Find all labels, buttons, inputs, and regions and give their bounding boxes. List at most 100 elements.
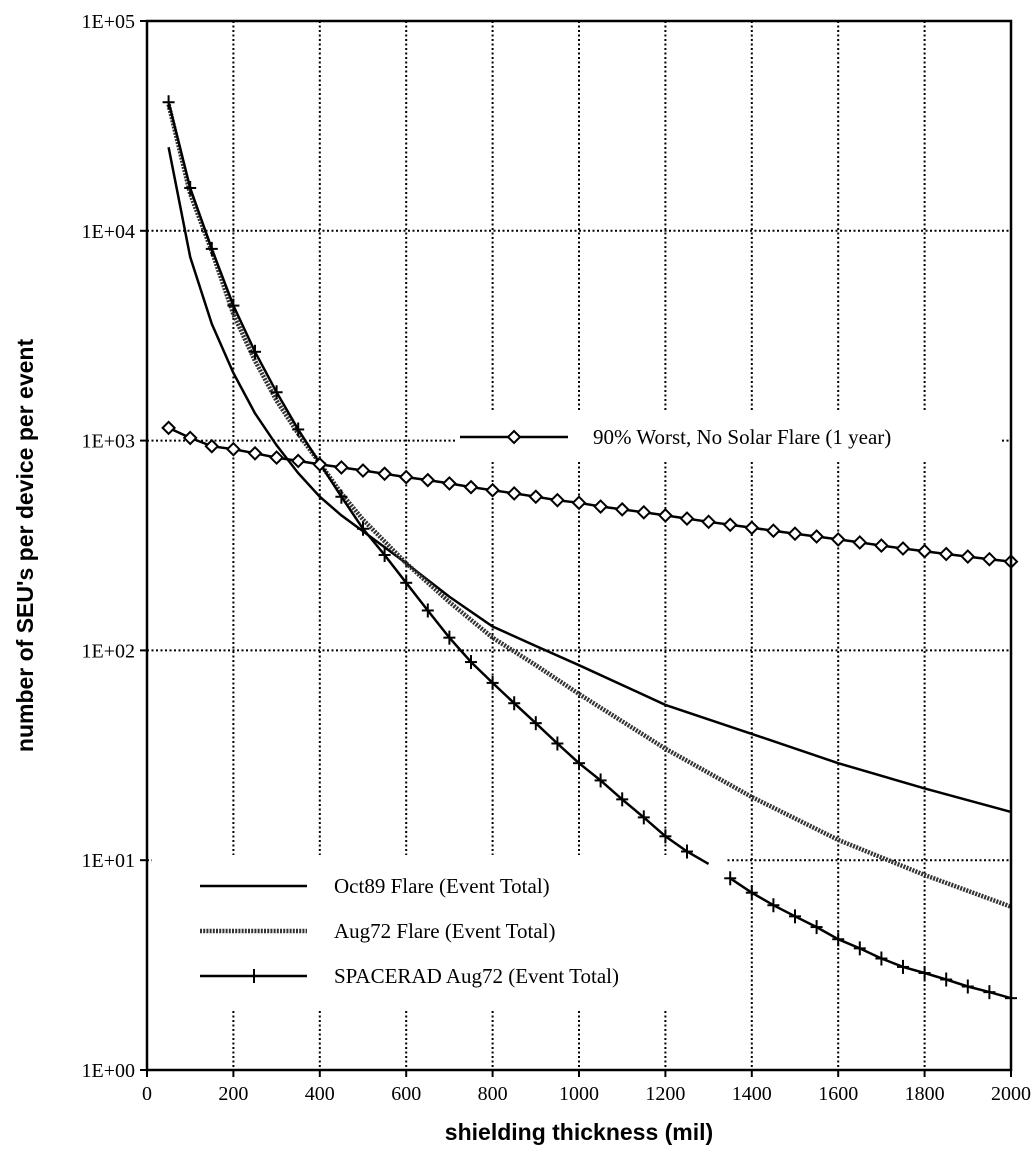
data-point-diamond xyxy=(333,460,349,475)
x-tick-label: 1200 xyxy=(645,1083,685,1105)
data-point-diamond xyxy=(528,489,544,505)
data-point-plus xyxy=(270,385,283,400)
data-point-plus xyxy=(681,844,693,859)
data-point-plus xyxy=(184,180,197,195)
legend-label: Aug72 Flare (Event Total) xyxy=(334,919,556,943)
data-point-plus xyxy=(249,344,261,359)
data-point-diamond xyxy=(960,549,976,565)
data-point-diamond xyxy=(873,538,889,553)
data-point-plus xyxy=(983,985,996,1000)
data-point-plus xyxy=(637,810,650,825)
y-tick-label: 1E+00 xyxy=(82,1060,136,1082)
y-tick-label: 1E+03 xyxy=(82,431,136,453)
data-point-plus xyxy=(486,675,499,690)
data-point-diamond xyxy=(549,492,565,508)
data-point-plus xyxy=(400,575,413,590)
legend-diamond-icon xyxy=(506,429,522,445)
legend-entry-2: SPACERAD Aug72 (Event Total) xyxy=(200,964,619,988)
data-point-plus xyxy=(918,965,931,980)
data-point-diamond xyxy=(744,520,760,536)
legend-entry-inline: 90% Worst, No Solar Flare (1 year) xyxy=(460,425,891,449)
data-point-plus xyxy=(529,716,542,731)
legend-label: SPACERAD Aug72 (Event Total) xyxy=(334,964,619,988)
x-tick-label: 400 xyxy=(305,1083,335,1105)
data-point-plus xyxy=(594,773,607,788)
data-point-diamond xyxy=(852,535,868,550)
data-point-plus xyxy=(832,932,845,947)
data-point-plus xyxy=(789,909,801,924)
data-point-plus xyxy=(659,829,672,844)
data-point-plus xyxy=(421,603,434,618)
data-point-diamond xyxy=(679,511,695,526)
data-point-plus xyxy=(465,655,477,670)
data-point-diamond xyxy=(182,430,198,446)
data-point-diamond xyxy=(614,501,630,517)
data-point-plus xyxy=(897,959,909,974)
series-3 xyxy=(161,420,1019,570)
data-point-diamond xyxy=(290,453,306,469)
data-point-plus xyxy=(810,920,823,935)
series-2 xyxy=(162,95,1017,1006)
series-line xyxy=(166,103,1012,909)
legend-label: Oct89 Flare (Event Total) xyxy=(334,874,550,898)
data-point-diamond xyxy=(636,504,652,520)
data-point-plus xyxy=(335,489,348,504)
legend-label: 90% Worst, No Solar Flare (1 year) xyxy=(593,425,891,449)
data-point-plus xyxy=(357,521,369,536)
data-point-diamond xyxy=(355,463,371,478)
data-point-diamond xyxy=(463,479,479,495)
data-point-plus xyxy=(875,951,888,966)
x-tick-label: 800 xyxy=(478,1083,508,1105)
data-point-plus xyxy=(292,422,305,437)
data-point-diamond xyxy=(312,456,328,472)
x-tick-label: 1600 xyxy=(818,1083,858,1105)
series-0 xyxy=(167,147,1012,814)
series-layer xyxy=(161,95,1019,1006)
data-point-diamond xyxy=(398,469,414,485)
legend-entry-1: Aug72 Flare (Event Total) xyxy=(200,919,556,943)
data-point-diamond xyxy=(787,526,803,542)
series-line xyxy=(168,426,1012,563)
data-point-plus xyxy=(227,298,240,313)
data-point-diamond xyxy=(917,543,933,559)
data-point-diamond xyxy=(895,541,911,556)
data-point-diamond xyxy=(657,507,673,523)
data-point-diamond xyxy=(420,472,436,488)
series-line xyxy=(167,101,710,865)
y-tick-label: 1E+02 xyxy=(82,640,136,662)
data-point-plus xyxy=(162,95,175,110)
data-point-diamond xyxy=(485,482,501,498)
data-point-plus xyxy=(853,941,866,956)
x-tick-label: 1800 xyxy=(905,1083,945,1105)
y-axis-title: number of SEU's per device per event xyxy=(12,339,38,753)
data-point-plus xyxy=(724,871,737,886)
data-point-diamond xyxy=(377,466,393,482)
data-point-diamond xyxy=(701,514,717,530)
data-point-diamond xyxy=(161,420,177,436)
y-tick-label: 1E+04 xyxy=(82,221,136,243)
data-point-diamond xyxy=(506,486,522,501)
tick-labels: 0 200 400 600 800 1000 1200 1400 1600 1800 2000 1E+… xyxy=(82,11,1032,1105)
data-point-plus xyxy=(378,547,391,562)
data-point-diamond xyxy=(225,441,241,457)
data-point-plus xyxy=(205,241,218,256)
series-line xyxy=(729,877,1012,1000)
x-tick-label: 1400 xyxy=(732,1083,772,1105)
data-point-diamond xyxy=(269,450,285,465)
legend-plus-icon xyxy=(248,969,260,983)
data-point-diamond xyxy=(765,523,781,539)
x-tick-label: 200 xyxy=(218,1083,248,1105)
data-point-plus xyxy=(767,898,780,913)
data-point-diamond xyxy=(571,495,587,511)
data-point-plus xyxy=(961,979,974,994)
data-point-plus xyxy=(551,736,564,751)
y-tick-label: 1E+01 xyxy=(82,850,136,872)
x-tick-label: 0 xyxy=(142,1083,152,1105)
legend-background xyxy=(152,855,727,1010)
x-tick-label: 1000 xyxy=(559,1083,599,1105)
data-point-diamond xyxy=(441,476,457,491)
series-line xyxy=(167,147,1012,814)
data-point-plus xyxy=(940,972,953,987)
data-point-diamond xyxy=(204,438,220,454)
